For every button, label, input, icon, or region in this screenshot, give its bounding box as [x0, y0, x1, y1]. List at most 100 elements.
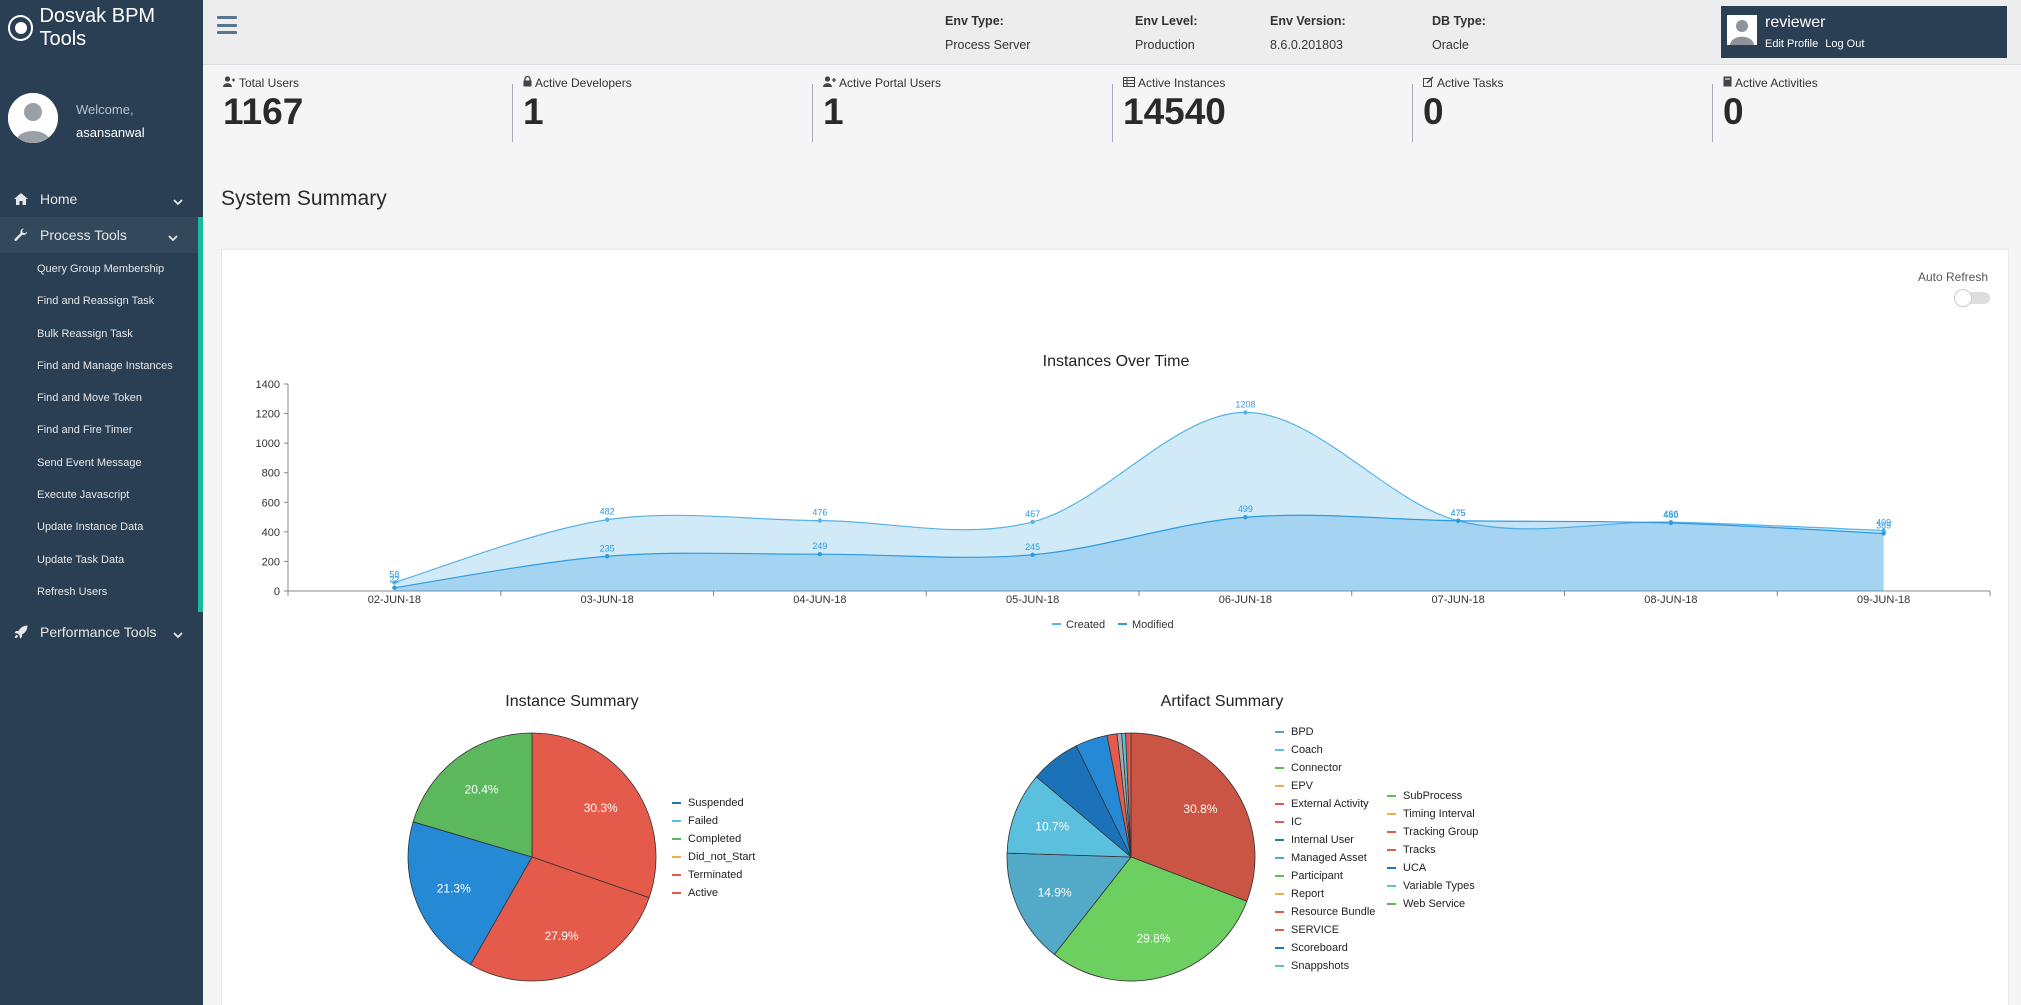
legend-label: Managed Asset: [1291, 852, 1367, 864]
data-label: 1208: [1235, 399, 1255, 409]
legend-label: SERVICE: [1291, 924, 1340, 936]
legend-label: Timing Interval: [1403, 808, 1475, 820]
legend-swatch: [1275, 785, 1284, 787]
legend-item[interactable]: Connector: [1275, 759, 1375, 777]
legend-item[interactable]: Resource Bundle: [1275, 903, 1375, 921]
legend-item[interactable]: Snappshots: [1275, 957, 1375, 975]
data-point: [1881, 531, 1886, 536]
pie-slice-label: 20.4%: [465, 782, 499, 796]
legend-item[interactable]: IC: [1275, 813, 1375, 831]
legend-item[interactable]: SERVICE: [1275, 921, 1375, 939]
legend-item[interactable]: UCA: [1387, 859, 1478, 877]
stat-value: 0: [1723, 91, 1744, 132]
legend-swatch: [1275, 821, 1284, 823]
nav-process-tools[interactable]: Process Tools: [0, 217, 203, 253]
legend-label: Report: [1291, 888, 1325, 900]
series-area-created: [394, 412, 1884, 591]
legend-item[interactable]: Completed: [672, 830, 755, 848]
legend-item[interactable]: Web Service: [1387, 895, 1478, 913]
toggle-knob[interactable]: [1954, 289, 1972, 307]
legend-label: External Activity: [1291, 798, 1369, 810]
legend-item[interactable]: External Activity: [1275, 795, 1375, 813]
stat-value: 0: [1423, 91, 1444, 132]
submenu-item[interactable]: Update Instance Data: [37, 521, 144, 534]
legend-swatch: [1387, 903, 1396, 905]
nav-performance-tools-label: Performance Tools: [40, 624, 157, 641]
user-plus-icon: [823, 76, 839, 90]
legend-item[interactable]: Timing Interval: [1387, 805, 1478, 823]
data-point: [817, 551, 823, 557]
stat-divider: [1112, 84, 1113, 142]
nav-performance-tools[interactable]: Performance Tools: [0, 614, 203, 650]
brand-logo-icon: [8, 14, 34, 41]
legend-item[interactable]: Suspended: [672, 794, 755, 812]
legend-label: Scoreboard: [1291, 942, 1348, 954]
legend-label: Terminated: [688, 869, 743, 881]
legend-item[interactable]: Tracking Group: [1387, 823, 1478, 841]
nav-home[interactable]: Home: [0, 181, 203, 217]
legend-item[interactable]: EPV: [1275, 777, 1375, 795]
pie-slice: [407, 821, 533, 966]
legend-item[interactable]: Managed Asset: [1275, 849, 1375, 867]
legend-item[interactable]: Coach: [1275, 741, 1375, 759]
legend-item[interactable]: Scoreboard: [1275, 939, 1375, 957]
data-point: [392, 580, 397, 585]
stat-label: Active Activities: [1735, 76, 1818, 90]
legend-item[interactable]: Variable Types: [1387, 877, 1478, 895]
data-point: [817, 518, 823, 523]
legend-item[interactable]: Participant: [1275, 867, 1375, 885]
legend-label: Did_not_Start: [688, 851, 756, 863]
x-tick-label: 05-JUN-18: [1006, 594, 1059, 606]
submenu-item[interactable]: Find and Reassign Task: [37, 295, 155, 308]
legend-item[interactable]: SubProcess: [1387, 787, 1478, 805]
y-tick-label: 600: [262, 497, 280, 509]
submenu-item[interactable]: Find and Fire Timer: [37, 424, 133, 437]
submenu-item[interactable]: Execute Javascript: [37, 489, 130, 502]
submenu-item[interactable]: Refresh Users: [37, 585, 108, 598]
user-avatar[interactable]: [1727, 15, 1757, 45]
legend-swatch: [1387, 813, 1396, 815]
legend-swatch: [1275, 929, 1284, 931]
legend-swatch: [672, 874, 681, 876]
stats-row: Total Users 1167 Active Developers 1 Active …: [203, 66, 2021, 150]
submenu-item[interactable]: Query Group Membership: [37, 263, 165, 275]
data-label: 499: [1238, 504, 1253, 514]
legend-item[interactable]: Terminated: [672, 866, 755, 884]
legend-item[interactable]: Report: [1275, 885, 1375, 903]
data-label: 235: [600, 543, 615, 553]
data-label: 467: [1025, 509, 1040, 519]
legend-item[interactable]: Tracks: [1387, 841, 1478, 859]
x-tick-label: 07-JUN-18: [1432, 594, 1485, 606]
chevron-down-icon: [173, 626, 183, 642]
profile-username: asansanwal: [76, 125, 145, 140]
logout-link[interactable]: Log Out: [1825, 38, 1865, 50]
legend-swatch: [672, 892, 681, 894]
app-title: Dosvak BPM Tools: [39, 4, 156, 50]
instance-summary-legend: Suspended Failed Completed Did_not_Start Ter…: [672, 794, 755, 902]
legend-item[interactable]: BPD: [1275, 723, 1375, 741]
data-label: 466: [1663, 509, 1678, 519]
legend-swatch: [1387, 795, 1396, 797]
stat-label: Total Users: [239, 76, 300, 90]
submenu-item[interactable]: Find and Move Token: [37, 392, 142, 405]
auto-refresh-toggle[interactable]: [1954, 289, 1990, 307]
submenu-item[interactable]: Update Task Data: [37, 553, 125, 566]
data-point: [1030, 552, 1035, 557]
pie-slice: [1053, 856, 1248, 982]
legend-swatch: [1275, 767, 1284, 769]
legend-item[interactable]: Active: [672, 884, 755, 902]
submenu-item[interactable]: Send Event Message: [37, 456, 142, 469]
edit-profile-link[interactable]: Edit Profile: [1765, 38, 1819, 50]
menu-toggle-icon[interactable]: [217, 16, 237, 34]
user-name[interactable]: reviewer: [1765, 14, 1826, 31]
legend-item[interactable]: Failed: [672, 812, 755, 830]
submenu-item[interactable]: Bulk Reassign Task: [37, 327, 133, 340]
y-tick-label: 800: [262, 468, 280, 480]
stat-divider: [812, 84, 813, 142]
submenu-item[interactable]: Find and Manage Instances: [37, 359, 173, 372]
legend-item[interactable]: Internal User: [1275, 831, 1375, 849]
legend-item[interactable]: Did_not_Start: [672, 848, 755, 866]
user-icon: [223, 76, 239, 90]
legend-label: EPV: [1291, 780, 1314, 792]
brand[interactable]: Dosvak BPM Tools: [0, 0, 203, 55]
